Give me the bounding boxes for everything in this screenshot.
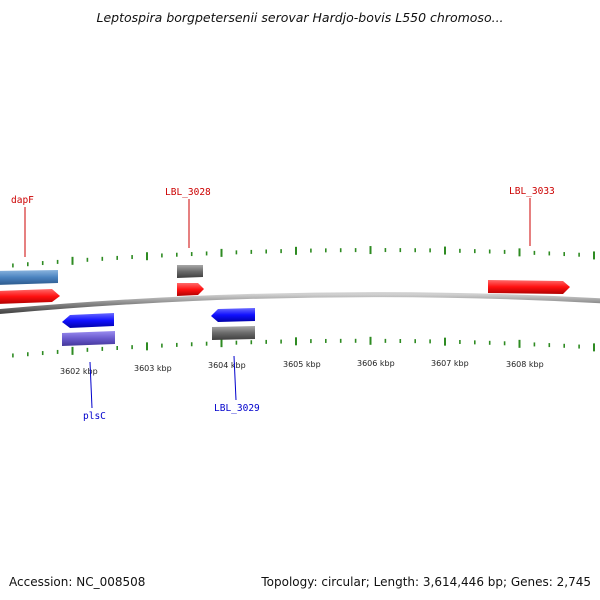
map-title: Leptospira borgpetersenii serovar Hardjo… xyxy=(96,10,504,25)
gene-label-plsC[interactable]: plsC xyxy=(83,411,106,422)
label-line-plsC xyxy=(89,361,93,409)
label-line-LBL_3029 xyxy=(233,355,237,401)
tick-label: 3607 kbp xyxy=(431,359,469,368)
tick-label: 3602 kbp xyxy=(60,367,98,376)
tick-label: 3603 kbp xyxy=(134,364,172,373)
gene-pseudo-forward[interactable] xyxy=(177,265,203,278)
accession-text: Accession: NC_008508 xyxy=(9,575,146,589)
tick-label: 3604 kbp xyxy=(208,361,246,370)
gene-label-LBL_3029[interactable]: LBL_3029 xyxy=(214,403,260,414)
chromosome-backbone xyxy=(0,292,600,315)
gene-label-LBL_3028[interactable]: LBL_3028 xyxy=(165,187,211,198)
tick-label: 3605 kbp xyxy=(283,360,321,369)
tick-ring-inner xyxy=(12,336,595,358)
axis-labels: 3602 kbp 3603 kbp 3604 kbp 3605 kbp 3606… xyxy=(60,359,544,376)
gene-rna-feature[interactable] xyxy=(0,270,58,285)
gene-LBL_3029[interactable] xyxy=(211,308,255,322)
gene-LBL_3033[interactable] xyxy=(488,280,570,294)
topology-summary: Topology: circular; Length: 3,614,446 bp… xyxy=(261,575,591,589)
gene-pseudo-reverse[interactable] xyxy=(212,326,255,340)
tick-label: 3608 kbp xyxy=(506,360,544,369)
gene-label-LBL_3033[interactable]: LBL_3033 xyxy=(509,186,555,197)
tick-ring-outer xyxy=(12,246,595,268)
gene-other-feature[interactable] xyxy=(62,331,115,346)
gene-label-dapF[interactable]: dapF xyxy=(11,195,34,206)
tick-label: 3606 kbp xyxy=(357,359,395,368)
gene-LBL_3028[interactable] xyxy=(177,283,204,296)
gene-plsC[interactable] xyxy=(62,313,114,328)
gene-dapF[interactable] xyxy=(0,289,60,304)
